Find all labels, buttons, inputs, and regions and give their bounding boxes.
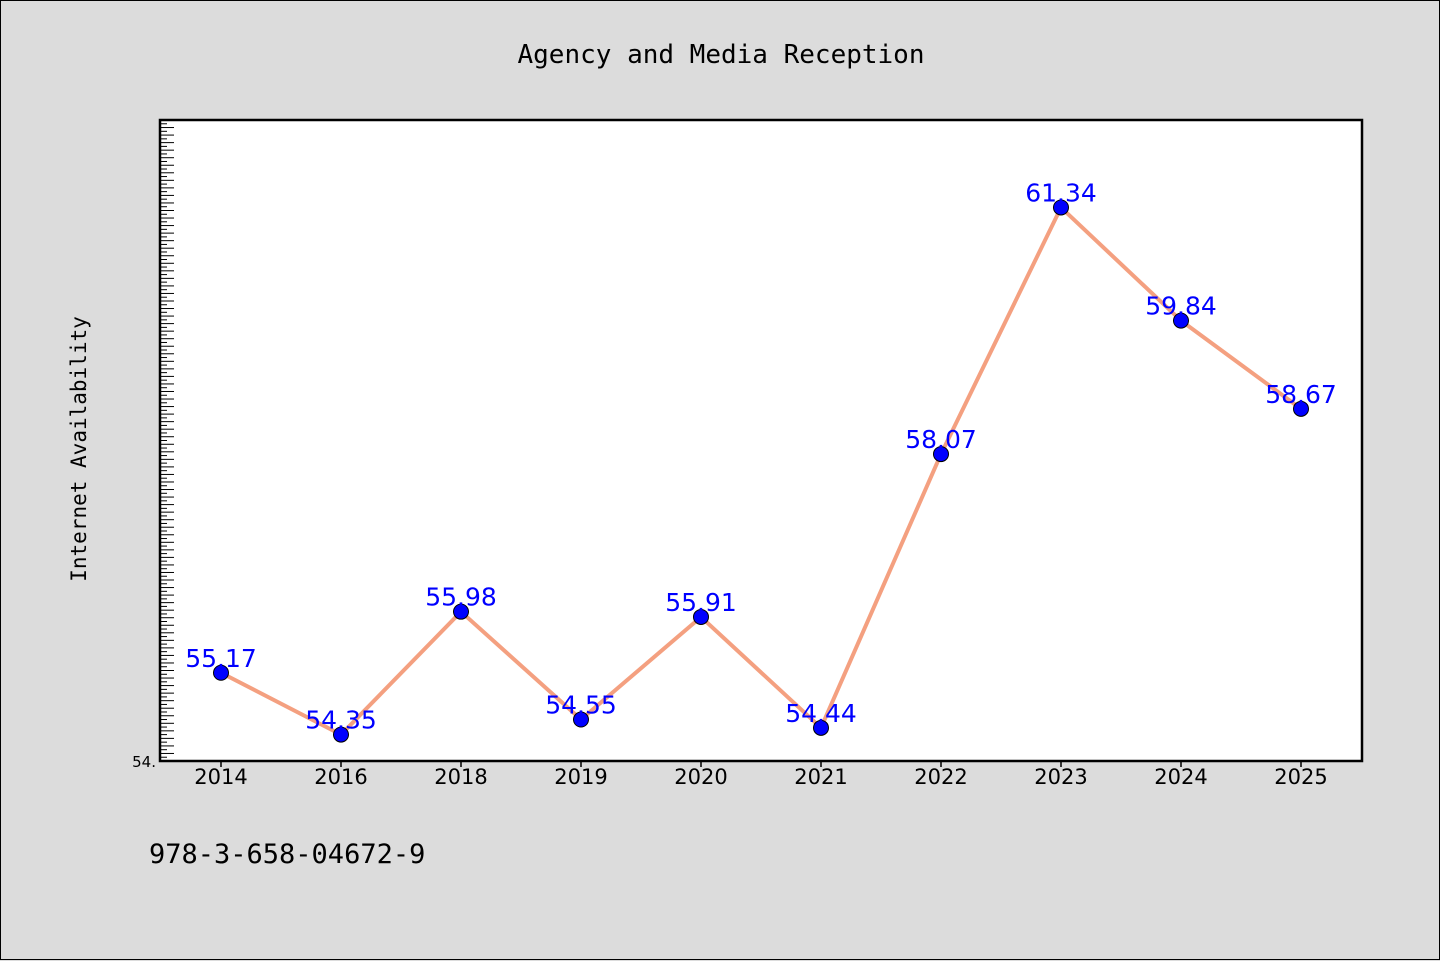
plot-area — [160, 120, 1362, 761]
y-tick-label: 54. — [132, 753, 156, 771]
data-point — [1053, 199, 1069, 216]
data-point — [213, 664, 229, 681]
data-point — [573, 711, 589, 728]
x-tick-label: 2019 — [554, 765, 607, 789]
data-point — [693, 608, 709, 625]
plot-frame — [158, 118, 1364, 763]
x-tick-label: 2024 — [1154, 765, 1207, 789]
data-label: 54.35 — [305, 706, 377, 735]
x-tick-label: 2022 — [914, 765, 967, 789]
x-tick-label: 2018 — [434, 765, 487, 789]
data-label: 55.98 — [425, 583, 497, 612]
chart-title: Agency and Media Reception — [518, 40, 925, 70]
x-tick-label: 2023 — [1034, 765, 1087, 789]
series-layer — [213, 199, 1309, 743]
x-tick-label: 2016 — [314, 765, 367, 789]
isbn-footer: 978-3-658-04672-9 — [149, 839, 425, 870]
data-point — [1293, 400, 1309, 417]
data-point — [933, 446, 949, 463]
data-point — [813, 719, 829, 736]
data-label: 55.17 — [185, 644, 257, 673]
data-label: 58.07 — [905, 425, 977, 454]
y-axis-label: Internet Availability — [67, 316, 91, 582]
data-label: 61.34 — [1025, 178, 1097, 207]
series-line — [220, 205, 1303, 737]
x-axis-ticks: 2014 2016 2018 2019 2020 2021 2022 2023 2024 2025 — [194, 761, 1328, 789]
x-tick-label: 2014 — [194, 765, 247, 789]
x-tick-label: 2025 — [1274, 765, 1327, 789]
data-point — [333, 726, 349, 743]
data-point — [453, 603, 469, 620]
data-label: 55.91 — [665, 588, 737, 617]
data-label: 54.44 — [785, 699, 857, 728]
x-tick-label: 2021 — [794, 765, 847, 789]
data-label: 54.55 — [545, 691, 617, 720]
data-label: 58.67 — [1265, 380, 1337, 409]
data-label: 59.84 — [1145, 292, 1217, 321]
data-point — [1173, 312, 1189, 329]
x-tick-label: 2020 — [674, 765, 727, 789]
data-labels-layer: 55.17 54.35 55.98 54.55 55.91 54.44 58.07 61.34… — [185, 178, 1337, 734]
